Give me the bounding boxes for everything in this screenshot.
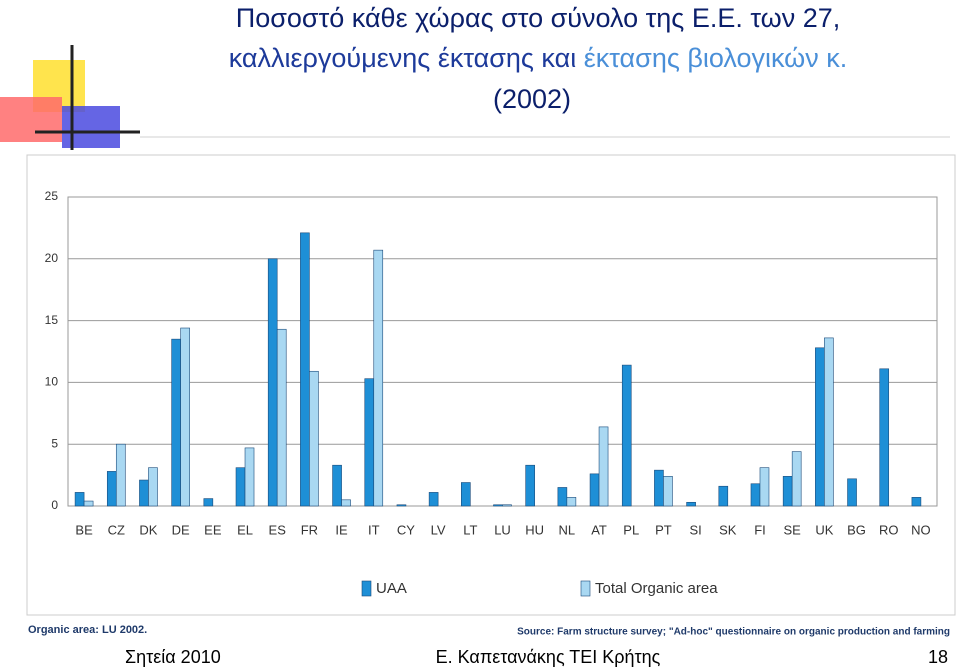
x-tick-label: UK [815, 522, 833, 537]
title-part: έκτασης βιολογικών κ. [584, 43, 848, 73]
bar [493, 504, 503, 507]
x-tick-label: IT [368, 522, 380, 537]
bar [502, 504, 512, 507]
bar [244, 447, 255, 507]
x-tick-label: CZ [108, 522, 125, 537]
bar [824, 337, 834, 507]
bar [566, 497, 577, 507]
x-tick-label: SK [719, 522, 737, 537]
x-tick-label: NL [559, 522, 576, 537]
bar [663, 476, 673, 507]
bar [364, 378, 375, 507]
x-tick-label: FI [754, 522, 766, 537]
bar [83, 500, 94, 507]
x-tick-label: DK [139, 522, 157, 537]
bar [300, 232, 310, 507]
bar [267, 258, 278, 507]
note: Organic area: LU 2002. [28, 624, 147, 636]
legend-label: UAA [376, 580, 407, 597]
bar [139, 479, 149, 507]
bar [718, 485, 729, 507]
footer: Σητεία 2010 [125, 647, 221, 667]
bar [847, 478, 857, 507]
bar [879, 368, 890, 507]
bar [171, 338, 181, 507]
x-tick-label: BE [75, 522, 93, 537]
title-part: καλλιεργούμενης έκτασης και [229, 43, 576, 73]
bar [598, 426, 609, 507]
y-tick-label: 0 [51, 498, 58, 512]
bar [589, 473, 600, 507]
bar [148, 467, 158, 507]
x-tick-label: NO [911, 522, 931, 537]
x-tick-label: PL [623, 522, 639, 537]
x-tick-label: AT [591, 522, 607, 537]
title: καλλιεργούμενης έκτασης και έκτασης βιολ… [229, 43, 848, 73]
x-tick-label: RO [879, 522, 899, 537]
y-tick-label: 15 [45, 313, 59, 327]
x-tick-label: LU [494, 522, 511, 537]
deco-square [0, 97, 62, 142]
x-tick-label: EL [237, 522, 253, 537]
x-tick-label: BG [847, 522, 866, 537]
bar [106, 471, 117, 507]
bar [203, 498, 214, 507]
source: Source: Farm structure survey; "Ad-hoc" … [517, 627, 950, 638]
y-tick-label: 25 [45, 189, 59, 203]
x-tick-label: CY [397, 522, 415, 537]
bar [621, 364, 632, 507]
bar [309, 370, 319, 507]
x-tick-label: IE [335, 522, 348, 537]
x-tick-label: FR [301, 522, 318, 537]
bar [341, 499, 351, 507]
x-tick-label: ES [269, 522, 287, 537]
bar [332, 464, 342, 507]
bar [750, 483, 761, 507]
x-tick-label: DE [172, 522, 190, 537]
title: Ποσοστό κάθε χώρας στο σύνολο της Ε.Ε. τ… [236, 3, 841, 33]
y-tick-label: 5 [51, 436, 58, 450]
title: (2002) [493, 84, 571, 114]
bar [428, 492, 439, 507]
bar [373, 249, 384, 507]
bar [235, 467, 246, 507]
legend-swatch [361, 580, 372, 597]
x-tick-label: PT [655, 522, 672, 537]
bar [525, 464, 535, 507]
bar [654, 469, 664, 507]
bar [461, 482, 471, 507]
bar [396, 504, 407, 507]
bar [276, 328, 287, 507]
bar [911, 497, 922, 507]
bar [115, 443, 126, 507]
x-tick-label: LV [431, 522, 446, 537]
x-tick-label: EE [204, 522, 222, 537]
bar [782, 476, 793, 507]
bar [180, 327, 190, 507]
bar [759, 467, 770, 507]
bar [74, 492, 85, 507]
x-tick-label: SE [783, 522, 801, 537]
bar [815, 347, 825, 507]
y-tick-label: 10 [45, 375, 59, 389]
bar [791, 451, 802, 507]
x-tick-label: LT [463, 522, 477, 537]
y-tick-label: 20 [45, 251, 59, 265]
legend-swatch [580, 580, 591, 597]
legend-label: Total Organic area [595, 580, 718, 597]
bar [686, 501, 696, 507]
footer: 18 [928, 647, 948, 667]
footer: Ε. Καπετανάκης ΤΕΙ Κρήτης [436, 647, 661, 667]
bar [557, 487, 568, 507]
x-tick-label: SI [689, 522, 701, 537]
x-tick-label: HU [525, 522, 544, 537]
